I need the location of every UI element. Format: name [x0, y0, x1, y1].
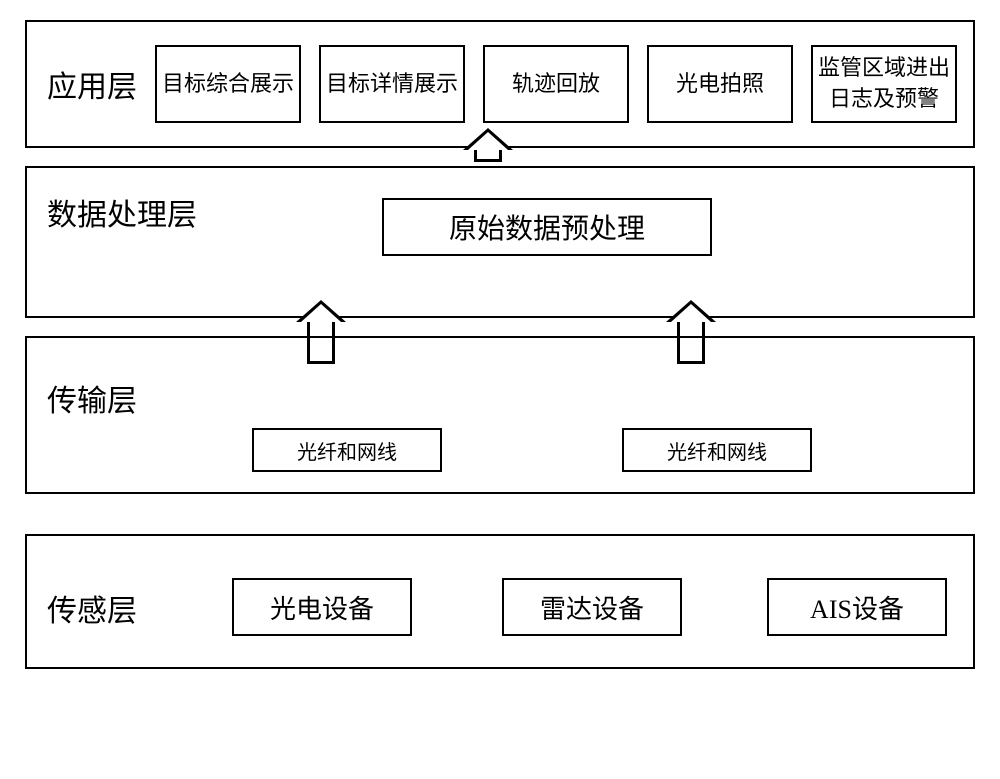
sense-box-photoelectric: 光电设备 [232, 578, 412, 636]
transport-layer-label: 传输层 [27, 376, 137, 420]
application-layer-label: 应用层 [27, 62, 137, 106]
app-box-monitor-log-alert: 监管区域进出日志及预警 [811, 45, 957, 123]
data-box-preprocess: 原始数据预处理 [382, 198, 712, 256]
sensing-layer-label: 传感层 [27, 586, 137, 630]
sense-box-radar: 雷达设备 [502, 578, 682, 636]
application-boxes: 目标综合展示 目标详情展示 轨迹回放 光电拍照 监管区域进出日志及预警 [155, 45, 957, 123]
app-box-target-detail: 目标详情展示 [319, 45, 465, 123]
data-processing-layer-label: 数据处理层 [27, 190, 197, 234]
arrow-data-to-app [463, 128, 513, 162]
app-box-target-summary: 目标综合展示 [155, 45, 301, 123]
transport-box-fiber-2: 光纤和网线 [622, 428, 812, 472]
transport-box-fiber-1: 光纤和网线 [252, 428, 442, 472]
app-box-photoelectric-photo: 光电拍照 [647, 45, 793, 123]
transport-layer: 传输层 光纤和网线 光纤和网线 [25, 336, 975, 494]
app-box-track-playback: 轨迹回放 [483, 45, 629, 123]
sense-box-ais: AIS设备 [767, 578, 947, 636]
data-processing-layer: 数据处理层 原始数据预处理 [25, 166, 975, 318]
sensing-layer: 传感层 光电设备 雷达设备 AIS设备 [25, 534, 975, 669]
